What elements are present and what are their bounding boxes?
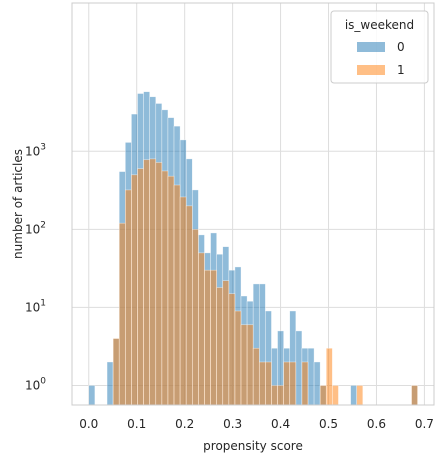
histogram-bar-series-1 xyxy=(234,310,242,406)
x-tick-label: 0.4 xyxy=(271,417,290,431)
histogram-bar-series-1 xyxy=(137,168,144,406)
histogram-bar-series-1 xyxy=(228,293,236,406)
y-tick-label: 101 xyxy=(25,298,46,314)
histogram-bar-series-1 xyxy=(155,162,163,406)
histogram-bar-series-1 xyxy=(167,175,175,406)
histogram-bar-series-1 xyxy=(411,385,418,406)
x-tick-label: 0.7 xyxy=(415,417,434,431)
histogram-bar-series-0 xyxy=(313,361,321,406)
histogram-bar-series-1 xyxy=(185,205,193,406)
histogram-bar-series-1 xyxy=(131,174,138,406)
x-axis-title: propensity score xyxy=(203,439,303,453)
histogram-bar-series-1 xyxy=(289,361,297,406)
histogram-bar-series-0 xyxy=(106,361,114,406)
histogram-bar-series-1 xyxy=(191,229,199,406)
x-tick-label: 0.0 xyxy=(79,417,98,431)
histogram-bar-series-1 xyxy=(265,361,272,406)
histogram-bar-series-1 xyxy=(161,170,169,406)
y-tick-label: 102 xyxy=(25,220,46,236)
plot-frame xyxy=(71,2,435,406)
legend-title: is_weekend xyxy=(345,18,414,32)
histogram-bar-series-1 xyxy=(271,385,278,406)
histogram-bar-series-1 xyxy=(149,158,157,406)
y-axis-title: number of articles xyxy=(11,149,25,259)
histogram-bar-series-1 xyxy=(356,385,364,406)
legend-swatch-1 xyxy=(357,65,385,75)
histogram-bar-series-1 xyxy=(216,287,224,406)
histogram-bar-series-0 xyxy=(88,385,96,406)
histogram-bar-series-1 xyxy=(258,361,266,406)
x-tick-label: 0.3 xyxy=(223,417,242,431)
legend-label: 1 xyxy=(397,63,405,77)
histogram-bar-series-1 xyxy=(301,361,309,406)
y-tick-label: 100 xyxy=(25,376,46,392)
histogram-bar-series-1 xyxy=(277,385,284,406)
x-tick-label: 0.1 xyxy=(127,417,146,431)
x-tick-label: 0.6 xyxy=(367,417,386,431)
histogram-bar-series-1 xyxy=(332,385,339,406)
histogram-bar-series-1 xyxy=(325,347,333,406)
histogram-bar-series-0 xyxy=(295,330,303,406)
histogram-bar-series-0 xyxy=(350,385,358,406)
x-tick-label: 0.2 xyxy=(175,417,194,431)
histogram-bar-series-1 xyxy=(283,361,291,406)
histogram-bar-series-1 xyxy=(204,269,211,406)
histogram-bar-series-1 xyxy=(118,222,126,406)
histogram-bar-series-1 xyxy=(246,324,254,406)
histogram-bar-series-1 xyxy=(319,385,327,406)
histogram-bar-series-1 xyxy=(112,338,120,406)
histogram-bar-series-0 xyxy=(307,347,315,406)
histogram-bar-series-1 xyxy=(240,324,248,406)
x-tick-label: 0.5 xyxy=(319,417,338,431)
histogram-bar-series-1 xyxy=(198,252,205,406)
legend-label: 0 xyxy=(397,40,405,54)
histogram-bar-series-1 xyxy=(252,347,260,406)
histogram-bar-series-1 xyxy=(125,189,132,406)
histogram-bar-series-1 xyxy=(210,269,217,406)
histogram-bar-series-1 xyxy=(143,159,150,406)
y-tick-label: 103 xyxy=(25,142,46,158)
legend-swatch-0 xyxy=(357,42,385,52)
histogram-bar-series-1 xyxy=(179,196,187,406)
histogram-bar-series-1 xyxy=(173,184,181,406)
histogram-bar-series-1 xyxy=(222,280,230,406)
